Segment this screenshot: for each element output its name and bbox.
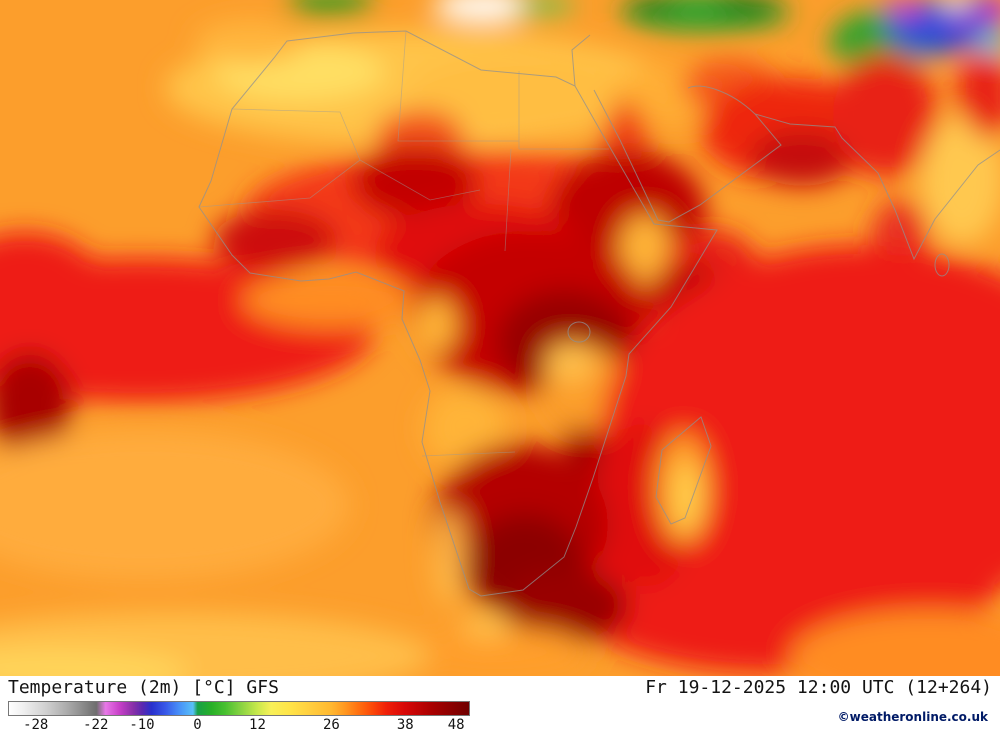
colorbar-tick: 12 [249,716,266,733]
colorbar-tick: 0 [193,716,202,733]
colorbar-gradient [8,700,470,716]
legend-text-row: Temperature (2m) [°C] GFS Fr 19-12-2025 … [8,677,992,699]
colorbar-tick: 26 [322,716,340,733]
temperature-field-graphic [0,0,1000,676]
country-borders-overlay [198,30,609,457]
map-title: Temperature (2m) [°C] GFS [8,677,279,698]
coastline-overlay [198,30,1000,597]
timestamp: Fr 19-12-2025 12:00 UTC (12+264) [645,677,992,698]
colorbar-tick: -28 [23,716,49,733]
temperature-map [0,0,1000,676]
colorbar-tick: -22 [83,716,109,733]
colorbar-ticks: -28 -22 -10 0 12 26 38 48 [8,716,470,733]
copyright: ©weatheronline.co.uk [837,709,988,724]
colorbar: -28 -22 -10 0 12 26 38 48 [8,700,470,733]
legend-bar: Temperature (2m) [°C] GFS Fr 19-12-2025 … [0,676,1000,733]
colorbar-tick: 48 [447,716,465,733]
colorbar-tick: 38 [396,716,414,733]
legend-scale-row: -28 -22 -10 0 12 26 38 48 ©weatheronline… [8,700,992,733]
colorbar-tick: -10 [129,716,155,733]
